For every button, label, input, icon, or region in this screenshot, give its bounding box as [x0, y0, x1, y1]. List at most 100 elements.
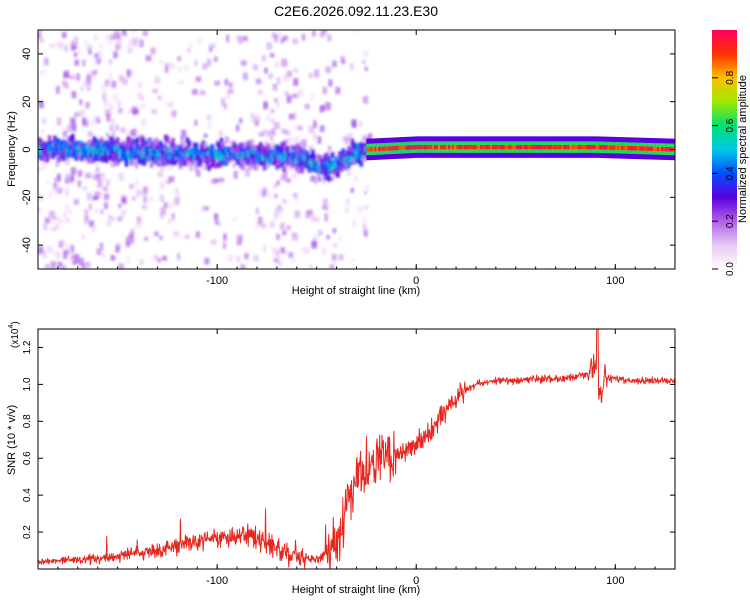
spectrogram-ridge-core — [625, 145, 628, 151]
spectrogram-noise-cell — [56, 85, 60, 94]
spectrogram-ridge-core — [370, 147, 373, 152]
spectrogram-band-cell — [79, 149, 84, 156]
spectrogram-band-cell — [237, 154, 242, 161]
spectrogram-band-cell — [114, 145, 118, 152]
spectrogram-noise-cell — [70, 254, 76, 261]
spectrogram-noise-cell — [45, 217, 49, 223]
spectrogram-ridge-core — [420, 144, 423, 150]
spectrogram-noise-cell — [210, 178, 217, 185]
spectrogram-noise-cell — [251, 115, 257, 123]
spectrogram-noise-cell — [78, 257, 84, 266]
spectrogram-noise-cell — [126, 69, 131, 78]
spectrogram-band-cell — [58, 154, 62, 161]
spectrogram-band-cell — [169, 150, 174, 157]
spectrogram-band-cell — [277, 153, 281, 160]
spectrogram-band-cell — [106, 144, 111, 151]
spectrogram-band-cell — [56, 138, 61, 145]
spectrogram-band-cell — [44, 143, 48, 150]
spectrogram-band-cell — [210, 154, 215, 161]
spectrogram-noise-cell — [118, 203, 122, 209]
spectrogram-band-cell — [71, 142, 75, 149]
spectrogram-band-cell — [345, 150, 349, 157]
snr-y-tick-label: 0.6 — [22, 451, 33, 465]
spectrogram-ridge-core — [571, 144, 574, 150]
spectrogram-band-cell — [244, 140, 249, 147]
spectrogram-band-cell — [234, 154, 238, 161]
spectrogram-band-cell — [286, 153, 290, 160]
spectrogram-noise-cell — [317, 230, 323, 236]
spectrogram-noise-cell — [143, 236, 149, 242]
spectrogram-ridge-core — [667, 147, 670, 152]
spectrogram-band-cell — [63, 140, 68, 147]
spectrogram-band-cell — [210, 144, 215, 151]
spectrogram-noise-cell — [95, 167, 100, 173]
spectrogram-ridge-core — [374, 146, 377, 152]
spectrogram-noise-cell — [285, 178, 291, 183]
spectrogram-noise-cell — [103, 202, 109, 210]
spectrogram-noise-cell — [105, 79, 110, 87]
spectrogram-ridge-core — [573, 144, 576, 150]
spectrogram-noise-cell — [157, 171, 164, 178]
spectrogram-band-cell — [268, 159, 272, 166]
spectrogram-noise-cell — [258, 216, 263, 225]
spectrogram-band-cell — [74, 149, 79, 156]
spectrogram-noise-cell — [276, 101, 280, 108]
spectrogram-band-cell — [251, 159, 256, 166]
spectrogram-noise-cell — [56, 173, 62, 182]
spectrogram-ridge-core — [380, 146, 383, 151]
spectrogram-noise-cell — [97, 50, 101, 59]
spectrogram-noise-cell — [276, 249, 280, 258]
spectrogram-band-cell — [85, 145, 89, 152]
spectrogram-band-cell — [346, 145, 351, 152]
spectrogram-band-cell — [217, 158, 222, 165]
spectrogram-band-cell — [280, 147, 285, 154]
spectrogram-noise-cell — [62, 80, 67, 87]
spectrogram-noise-cell — [160, 207, 167, 216]
spectrogram-band-cell — [262, 160, 267, 167]
spectrogram-band-cell — [241, 144, 245, 151]
spectrogram-ridge-core — [376, 146, 379, 152]
spectrogram-noise-cell — [199, 206, 205, 213]
spectrogram-noise-cell — [95, 191, 102, 198]
spectrogram-band-cell — [74, 154, 79, 161]
spectrogram-band-cell — [90, 150, 95, 157]
spectrogram-noise-cell — [59, 187, 63, 193]
spectrogram-band-cell — [225, 147, 229, 154]
spectrogram-band-cell — [275, 144, 279, 151]
spectrogram-noise-cell — [40, 129, 45, 134]
spectrogram-band-cell — [171, 153, 175, 160]
spectrogram-noise-cell — [177, 56, 182, 62]
spectrogram-ridge-core — [386, 146, 389, 151]
snr-y-tick-label: 0.4 — [22, 488, 33, 502]
spectrogram-noise-cell — [327, 34, 332, 42]
spectrogram-noise-cell — [273, 122, 280, 130]
spectrogram-ridge-core — [531, 144, 535, 150]
spectrogram-band-cell — [363, 155, 367, 162]
spectrogram-noise-cell — [271, 32, 276, 39]
spectrogram-ridge-core — [479, 144, 483, 150]
spectrogram-noise-cell — [51, 215, 58, 221]
spectrogram-ridge-core — [483, 144, 487, 150]
spectrogram-band-cell — [90, 146, 95, 153]
spectrogram-ridge-core — [517, 144, 521, 150]
spectrogram-ridge-core — [471, 144, 475, 150]
spectrogram-noise-cell — [69, 75, 75, 80]
spectrogram-band-cell — [194, 148, 199, 155]
spectrogram-band-cell — [280, 161, 285, 168]
spectrogram-noise-cell — [309, 264, 313, 269]
spectrogram-band-cell — [65, 147, 70, 154]
spectrogram-band-cell — [323, 174, 328, 181]
spectrogram-band-cell — [44, 147, 48, 154]
spectrogram-ridge-core — [509, 144, 513, 150]
spectrogram-noise-cell — [141, 103, 146, 109]
spectrogram-ridge-core — [450, 144, 453, 150]
spectrogram-band-cell — [230, 145, 234, 152]
spectrogram-noise-cell — [222, 242, 227, 250]
spectrogram-ridge-core — [643, 146, 646, 151]
spectrogram-noise-cell — [160, 211, 164, 219]
spectrogram-band-cell — [164, 134, 168, 141]
spectrogram-band-cell — [53, 150, 57, 157]
spectrogram-noise-cell — [103, 98, 109, 107]
spectrogram-noise-cell — [294, 94, 301, 99]
spectrogram-noise-cell — [122, 209, 127, 215]
